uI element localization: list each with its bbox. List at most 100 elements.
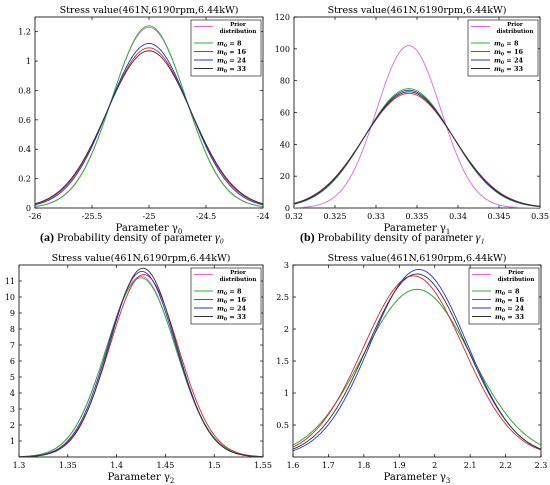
- legend-label-m: m: [495, 288, 502, 296]
- x-tick-label: 0.35: [531, 212, 549, 221]
- x-tick-label: 2.3: [535, 461, 548, 470]
- legend-label-sub: 0: [224, 291, 227, 297]
- x-axis-label: Parameter γ1: [384, 223, 451, 236]
- legend-label-m: m: [494, 48, 501, 56]
- legend-label-m: m: [217, 57, 224, 65]
- y-tick-label: 3: [284, 261, 289, 270]
- x-tick-label: -25.5: [82, 212, 103, 221]
- legend-label: m0 = 16: [495, 296, 525, 306]
- legend-label-value: = 8: [227, 40, 242, 48]
- legend-label-m: m: [217, 288, 224, 296]
- legend-label-value: = 8: [504, 40, 519, 48]
- legend-label-m: m: [217, 305, 224, 313]
- legend-box: [467, 19, 539, 77]
- x-tick-label: -25: [143, 212, 156, 221]
- caption-a-text: Probability density of parameter: [57, 230, 212, 244]
- legend-label-prior-2: distribution: [220, 277, 257, 283]
- legend-label-m: m: [217, 296, 224, 304]
- series-line-0: [294, 45, 540, 208]
- legend-label-prior-1: Prior: [230, 270, 246, 276]
- legend-label: m0 = 8: [494, 40, 519, 50]
- caption-b-text: Probability density of parameter: [317, 230, 473, 244]
- chart-0: Stress value(461N,6190rpm,6.44kW) -26 -25.…: [18, 5, 269, 236]
- x-tick-label: 1.4: [110, 461, 123, 470]
- series-line-1: [294, 88, 540, 208]
- legend-label-sub: 0: [224, 60, 227, 66]
- y-tick-label: 0.6: [18, 116, 31, 125]
- x-tick-label: 1.3: [13, 461, 26, 470]
- legend-label: m0 = 24: [217, 305, 247, 315]
- x-tick-label: 2: [432, 461, 437, 470]
- legend-label-value: = 33: [504, 65, 523, 73]
- y-tick-label: 120: [275, 13, 290, 22]
- x-tick-label: 0.32: [285, 212, 303, 221]
- x-axis-label-sub: 3: [446, 477, 450, 485]
- y-tick-label: 1: [10, 437, 15, 446]
- legend-label-value: = 16: [504, 48, 523, 56]
- legend-label-sub: 0: [224, 300, 227, 306]
- legend-label-value: = 16: [227, 48, 246, 56]
- legend-label-prior-1: Prior: [230, 22, 246, 28]
- legend-box: [468, 267, 540, 325]
- legend-label: m0 = 24: [217, 57, 247, 67]
- y-tick-label: 6: [10, 357, 15, 366]
- x-tick-label: 0.325: [324, 212, 347, 221]
- x-tick-label: 0.33: [367, 212, 385, 221]
- y-tick-label: 11: [5, 277, 15, 286]
- x-axis-label: Parameter γ3: [384, 472, 451, 485]
- x-axis-label-sub: 0: [178, 228, 182, 236]
- legend-label: m0 = 8: [217, 40, 242, 50]
- legend-label: m0 = 33: [495, 313, 525, 323]
- legend-label: m0 = 24: [494, 57, 524, 67]
- caption-a-symbol: γ₀: [214, 230, 224, 244]
- legend-label-sub: 0: [502, 300, 505, 306]
- legend-label: m0 = 33: [217, 65, 247, 75]
- y-tick-label: 100: [275, 45, 290, 54]
- y-tick-label: 1: [26, 57, 31, 66]
- series-line-4: [19, 267, 263, 457]
- legend-label-sub: 0: [501, 52, 504, 58]
- y-tick-label: 0.2: [18, 175, 31, 184]
- chart-title: Stress value(461N,6190rpm,6.44kW): [328, 5, 507, 16]
- legend-label-m: m: [495, 305, 502, 313]
- caption-b-tag: (b): [300, 230, 315, 244]
- x-tick-label: 1.45: [156, 461, 174, 470]
- legend-label: m0 = 33: [494, 65, 524, 75]
- legend-label-sub: 0: [502, 291, 505, 297]
- legend-label-value: = 24: [227, 305, 246, 313]
- y-tick-label: 0: [26, 204, 31, 213]
- series-line-2: [293, 275, 541, 451]
- x-tick-label: 1.5: [208, 461, 221, 470]
- x-tick-label: 0.345: [488, 212, 511, 221]
- x-tick-label: 0.34: [449, 212, 467, 221]
- x-axis-label-main: Parameter γ: [108, 472, 170, 483]
- legend-label-value: = 8: [505, 288, 520, 296]
- series-line-1: [19, 277, 263, 457]
- y-tick-label: 40: [280, 140, 290, 149]
- legend-label: m0 = 16: [217, 296, 247, 306]
- legend-label-m: m: [494, 57, 501, 65]
- y-tick-label: 4: [10, 389, 15, 398]
- x-tick-label: -24: [257, 212, 270, 221]
- x-tick-label: 2.1: [464, 461, 477, 470]
- series-line-4: [293, 273, 541, 450]
- legend-label-m: m: [217, 313, 224, 321]
- x-tick-label: 1.7: [322, 461, 335, 470]
- legend-label-sub: 0: [501, 60, 504, 66]
- x-axis-label: Parameter γ2: [108, 472, 175, 485]
- legend-label-sub: 0: [224, 308, 227, 314]
- caption-b-symbol: γ₁: [475, 230, 485, 244]
- x-tick-label: 1.9: [393, 461, 406, 470]
- chart-title: Stress value(461N,6190rpm,6.44kW): [60, 5, 239, 16]
- x-tick-label: 0.335: [406, 212, 429, 221]
- legend-label: m0 = 24: [495, 305, 525, 315]
- y-tick-label: 0.4: [18, 145, 31, 154]
- legend-label-sub: 0: [501, 43, 504, 49]
- legend-label-prior-1: Prior: [507, 22, 523, 28]
- y-tick-label: 1.5: [276, 357, 289, 366]
- y-tick-label: 2: [10, 421, 15, 430]
- legend-label-prior-1: Prior: [508, 270, 524, 276]
- caption-a: (a) Probability density of parameter γ₀: [40, 230, 224, 245]
